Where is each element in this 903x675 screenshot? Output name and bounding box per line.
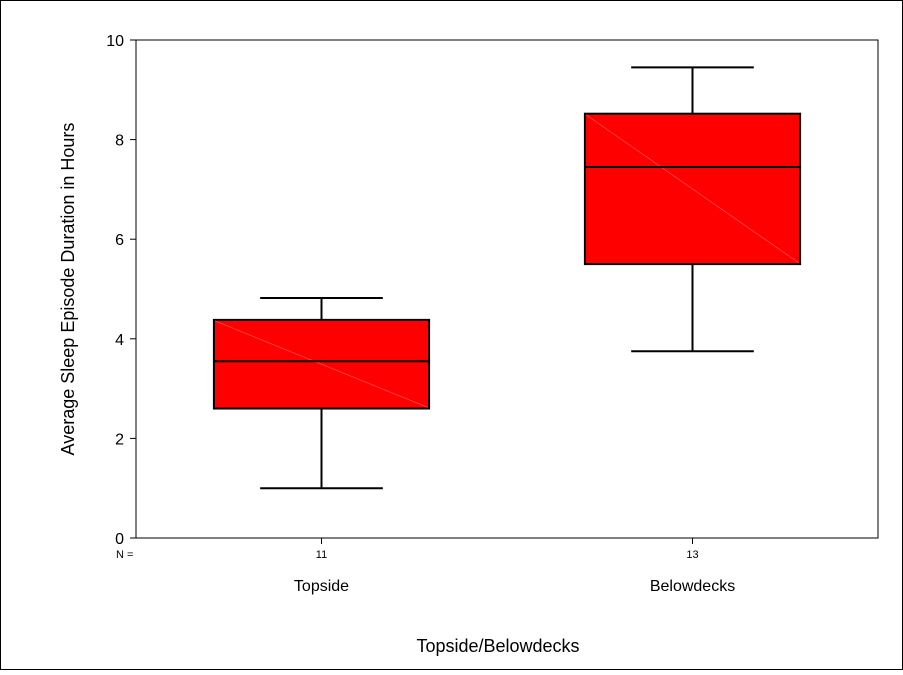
y-tick-label: 6: [115, 232, 124, 249]
n-label: N =: [116, 549, 133, 561]
y-tick-label: 0: [115, 531, 124, 548]
y-axis-label: Average Sleep Episode Duration in Hours: [58, 123, 78, 456]
y-tick-label: 10: [106, 33, 124, 50]
y-tick-label: 8: [115, 133, 124, 150]
box-diagonal: [214, 320, 429, 408]
boxes-layer: [212, 66, 802, 490]
box-diagonal: [585, 114, 800, 264]
n-value: 11: [316, 549, 327, 561]
box-belowdecks: [583, 66, 802, 353]
x-category-label: Belowdecks: [650, 578, 735, 595]
box-topside: [212, 296, 431, 490]
x-axis: 11 Topside 13 Belowdecks: [294, 538, 735, 595]
y-axis: 0 2 4 6 8 10: [106, 33, 136, 548]
plot-area: [135, 39, 879, 539]
x-category-label: Topside: [294, 578, 349, 595]
y-tick-label: 2: [115, 431, 124, 448]
n-value: 13: [686, 549, 698, 561]
y-tick-label: 4: [115, 332, 124, 349]
x-axis-label: Topside/Belowdecks: [416, 636, 579, 656]
